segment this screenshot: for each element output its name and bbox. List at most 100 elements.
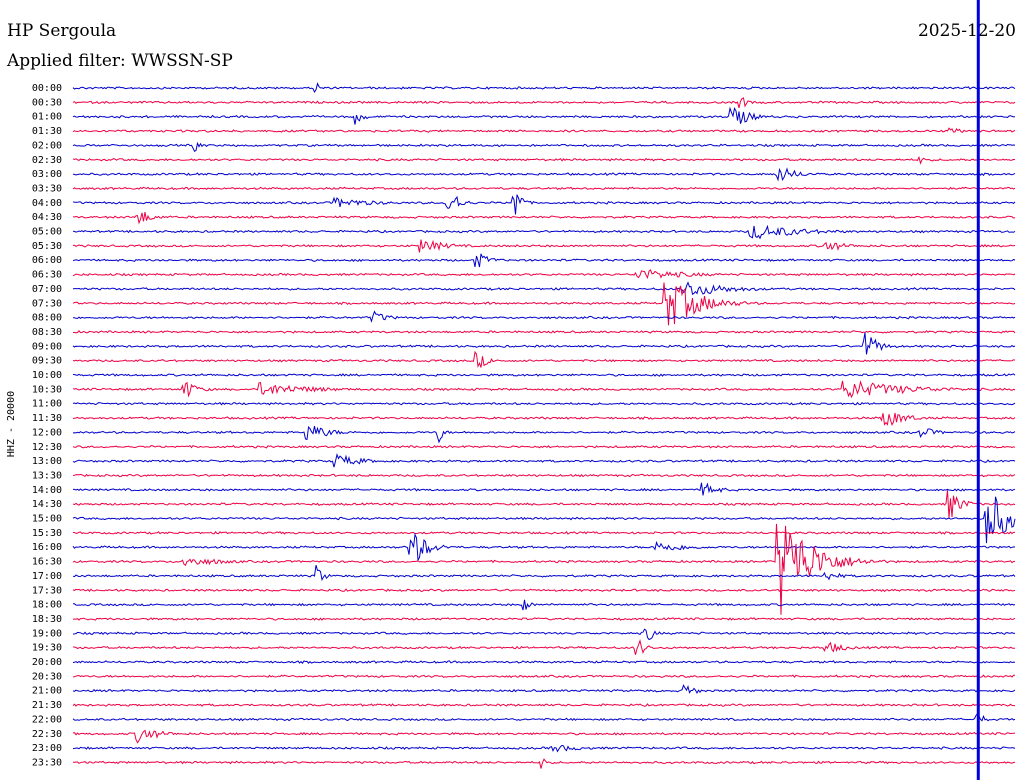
channel-label: HHZ - 20000 [6, 391, 17, 457]
row-time-label: 04:00 [32, 198, 62, 209]
trace-line [72, 444, 1016, 449]
trace-line [72, 127, 1016, 134]
station-title: HP Sergoula [7, 21, 116, 41]
trace-line [72, 588, 1016, 593]
row-time-label: 12:00 [32, 427, 62, 438]
row-time-label: 02:30 [32, 155, 62, 166]
row-time-label: 01:00 [32, 112, 62, 123]
trace-line [72, 729, 1016, 744]
trace-line [72, 224, 1016, 240]
trace-group [72, 82, 1016, 769]
trace-line [72, 82, 1016, 94]
tick-label-group: 00:00 00:30 01:00 01:30 02:00 02:30 03:00 03:30… [32, 83, 62, 768]
trace-line [72, 684, 1016, 695]
trace-line [72, 473, 1016, 478]
row-time-label: 20:30 [32, 671, 62, 682]
trace-line [72, 617, 1016, 621]
trace-line [72, 330, 1016, 334]
trace-line [72, 412, 1016, 426]
trace-line [73, 599, 1016, 611]
row-time-label: 01:30 [32, 126, 62, 137]
row-time-label: 15:00 [32, 514, 62, 525]
row-time-label: 04:30 [32, 212, 62, 223]
row-time-label: 05:00 [32, 227, 62, 238]
trace-line [73, 531, 1016, 535]
filter-label: Applied filter: WWSSN-SP [6, 51, 233, 71]
trace-line [72, 194, 1016, 215]
trace-line [72, 380, 1016, 399]
trace-line [72, 239, 1016, 253]
trace-line [72, 332, 1016, 355]
row-time-label: 12:30 [32, 442, 62, 453]
row-time-label: 09:30 [32, 356, 62, 367]
row-time-label: 19:30 [32, 643, 62, 654]
row-time-label: 11:00 [32, 399, 62, 410]
row-time-label: 03:00 [32, 169, 62, 180]
row-time-label: 13:30 [32, 470, 62, 481]
trace-line [72, 373, 1016, 377]
trace-line [72, 186, 1016, 191]
trace-line [72, 282, 1016, 326]
trace-line [72, 453, 1016, 468]
row-time-label: 11:30 [32, 413, 62, 424]
row-time-label: 10:00 [32, 370, 62, 381]
trace-line [72, 401, 1016, 406]
row-time-label: 09:00 [32, 341, 62, 352]
row-time-label: 08:30 [32, 327, 62, 338]
trace-line [72, 523, 1016, 615]
trace-line [72, 565, 1016, 582]
trace-line [72, 744, 1016, 753]
row-time-label: 06:30 [32, 270, 62, 281]
trace-line [72, 426, 1016, 444]
row-time-label: 14:00 [32, 485, 62, 496]
trace-line [72, 350, 1016, 369]
row-time-label: 02:00 [32, 140, 62, 151]
trace-line [73, 310, 1016, 323]
trace-line [72, 532, 1016, 562]
trace-line [72, 703, 1016, 707]
row-time-label: 00:30 [32, 97, 62, 108]
row-time-label: 22:30 [32, 729, 62, 740]
row-time-label: 05:30 [32, 241, 62, 252]
row-time-label: 08:00 [32, 313, 62, 324]
row-time-label: 19:00 [32, 628, 62, 639]
trace-line [72, 155, 1016, 165]
trace-line [72, 639, 1015, 655]
row-time-label: 16:00 [32, 542, 62, 553]
trace-line [72, 167, 1016, 182]
trace-line [72, 496, 1016, 544]
trace-line [72, 253, 1016, 268]
row-time-label: 18:00 [32, 600, 62, 611]
row-time-label: 20:00 [32, 657, 62, 668]
trace-line [73, 482, 1016, 496]
date-label: 2025-12-20 [918, 21, 1016, 41]
row-time-label: 15:30 [32, 528, 62, 539]
row-time-label: 22:00 [32, 714, 62, 725]
row-time-label: 17:00 [32, 571, 62, 582]
row-time-label: 21:30 [32, 700, 62, 711]
row-time-label: 23:00 [32, 743, 62, 754]
row-time-label: 14:30 [32, 499, 62, 510]
row-time-label: 06:00 [32, 255, 62, 266]
row-time-label: 23:30 [32, 757, 62, 768]
trace-line [72, 490, 1016, 518]
row-time-label: 16:30 [32, 557, 62, 568]
trace-line [72, 281, 1016, 295]
row-time-label: 00:00 [32, 83, 62, 94]
row-time-label: 03:30 [32, 183, 62, 194]
row-time-label: 07:00 [32, 284, 62, 295]
trace-line [72, 758, 1016, 769]
row-time-label: 17:30 [32, 585, 62, 596]
trace-line [72, 269, 1016, 279]
row-time-label: 07:30 [32, 298, 62, 309]
trace-line [72, 212, 1016, 225]
trace-line [72, 628, 1016, 641]
row-time-label: 13:00 [32, 456, 62, 467]
trace-line [72, 97, 1016, 109]
row-time-label: 18:30 [32, 614, 62, 625]
row-time-label: 21:00 [32, 686, 62, 697]
trace-line [72, 712, 1016, 722]
trace-line [72, 660, 1016, 664]
row-time-label: 10:30 [32, 384, 62, 395]
